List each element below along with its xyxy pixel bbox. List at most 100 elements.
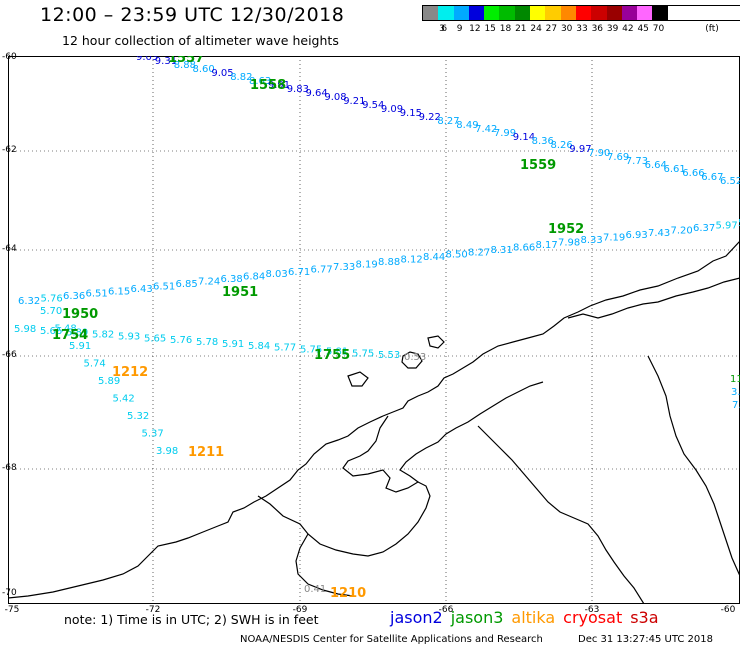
lat-tick-60: -60 [2,52,17,62]
lat-tick-68: -68 [2,463,17,473]
color-scale-label: 6 [441,24,448,34]
color-scale-label: 18 [499,24,512,34]
swh-value: 6.43 [131,284,153,295]
peninsula-inner-coast [342,381,544,493]
swh-value: 5.89 [66,328,88,339]
color-swatch [652,6,668,20]
altimeter-tracks: 9.039.318.888.609.058.828.639.919.839.64… [14,56,740,595]
lon-tick-63: -63 [584,605,600,615]
pass-time-label: 1952 [548,222,584,237]
swh-value: 9.83 [287,84,309,95]
color-scale-label: 30 [560,24,573,34]
map-subtitle: 12 hour collection of altimeter wave hei… [62,33,339,48]
swh-value: 6.51 [153,281,175,292]
pass-time-labels: 1557 1558 1559 1952 1951 1950 1754 1755 1212 1211… [52,56,584,601]
lat-tick-64: -64 [2,244,17,254]
pass-time-label: 1951 [222,285,258,300]
swh-value: 7.99 [494,128,516,139]
color-scale-label: 12 [469,24,481,34]
swh-value: 8.12 [401,255,423,266]
swh-value: 5.76 [41,294,63,305]
swh-value: 8.88 [378,257,400,268]
wave-height-color-scale: 3 (ft) 6 9 12 15 18 21 24 27 30 33 36 39 42 45 70 [422,5,740,36]
color-swatch [621,6,638,20]
swh-value: 7.20 [671,225,693,236]
pass-time-label: 1212 [112,365,148,380]
swh-value: 5.76 [170,335,192,346]
swh-value: 8.66 [513,242,535,253]
swh-value: 7.42 [475,124,497,135]
swh-value: 6.93 [626,230,648,241]
lon-tick-75: -75 [4,605,20,615]
lon-tick-60: -60 [720,605,736,615]
swh-value: 7.73 [626,156,648,167]
color-scale-label: 45 [637,24,649,34]
swh-value: 8.27 [437,116,459,127]
swh-value: 8.63 [249,76,271,87]
swh-value: 8.49 [456,120,478,131]
swh-value: 7.19 [603,233,625,244]
alexander-island-coast [257,481,431,557]
color-scale-label: 27 [545,24,558,34]
swh-value: 8.60 [193,64,215,75]
map-title: 12:00 – 23:59 UTC 12/30/2018 [40,4,345,26]
generated-timestamp: Dec 31 13:27:45 UTC 2018 [578,634,713,645]
swh-value: 9.03 [136,56,158,63]
swh-value: 8.17 [536,240,558,251]
swh-value: 5.98 [14,324,36,335]
color-swatch [530,6,546,20]
swh-value: 7.69 [607,152,629,163]
graticule [8,56,740,604]
swh-value: 6.32 [18,296,40,307]
pass-time-label: 1754 [52,328,88,343]
swh-value: 9.31 [155,56,177,67]
color-swatch [591,6,607,20]
swh-value: 6.67 [701,172,723,183]
swh-value: 6.61 [664,164,686,175]
swh-value: 6.77 [311,264,333,275]
swh-value: 6.84 [243,272,265,283]
swh-value: 5.77 [274,343,296,354]
george-vi-sound-coast [295,533,354,597]
color-swatch [423,6,439,20]
swh-value: 8.26 [551,140,573,151]
color-swatch [484,6,500,20]
swh-value: 5.75 [300,345,322,356]
swh-value: 5.48 [55,324,77,335]
swh-value: 6.71 [288,267,310,278]
color-scale-labels: 3 (ft) 6 9 12 15 18 21 24 27 30 33 36 39 42 45 70 [422,24,740,36]
credit-line: NOAA/NESDIS Center for Satellite Applica… [240,634,543,645]
east-coast-detail [477,425,645,604]
swh-value: 9.21 [343,96,365,107]
swh-value: 6.15 [108,286,130,297]
swh-value: 3.98 [156,446,178,457]
color-scale-label: 33 [576,24,588,34]
swh-value: 7.90 [588,148,610,159]
lon-tick-69: -69 [292,605,308,615]
swh-value: 3.4 [731,387,740,398]
color-swatch [499,6,515,20]
satellite-jason3: jason3 [450,608,504,627]
swh-value: 6.36 [63,291,85,302]
swh-value: 6.52 [720,176,740,187]
peninsula-tip-coast [567,277,740,319]
pass-time-label: 1755 [314,348,350,363]
swh-value: 8.82 [230,72,252,83]
color-swatch [438,6,454,20]
color-scale-label: 3 [439,24,445,34]
satellite-altika: altika [511,608,556,627]
islands-coast [347,335,445,387]
color-swatch [575,6,592,20]
swh-value: 5.97 [716,220,738,231]
swh-value: 5.65 [144,333,166,344]
swh-value: 8.27 [468,247,490,258]
swh-value: 5.78 [196,337,218,348]
swh-value: 5.84 [248,341,270,352]
color-swatch [514,6,531,20]
swh-value: 6.66 [682,168,704,179]
swh-value: 8.03 [266,269,288,280]
swh-value: 9.14 [513,132,535,143]
swh-value: 5.74 [84,359,106,370]
color-scale-label: 39 [606,24,619,34]
color-scale-swatches [422,5,740,21]
